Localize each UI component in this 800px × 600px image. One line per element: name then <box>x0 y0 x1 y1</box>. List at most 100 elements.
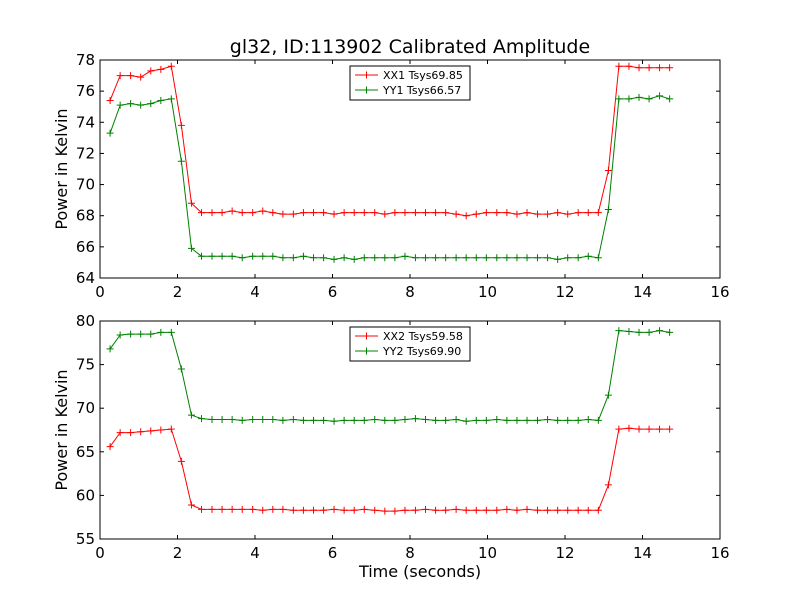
data-point <box>666 328 674 336</box>
data-point <box>564 416 572 424</box>
data-point <box>422 505 429 513</box>
data-point <box>411 209 419 217</box>
data-point <box>167 425 175 433</box>
data-point <box>604 205 612 213</box>
data-point <box>238 254 246 262</box>
data-point <box>238 209 246 217</box>
x-tick-label: 0 <box>95 544 105 562</box>
data-point <box>157 328 165 336</box>
data-point <box>310 254 318 262</box>
y-tick-label: 55 <box>76 530 95 548</box>
x-tick-label: 14 <box>633 544 652 562</box>
data-point <box>544 210 552 218</box>
data-point <box>228 252 236 260</box>
y-tick-label: 68 <box>76 207 95 225</box>
data-point <box>635 425 643 433</box>
data-point <box>533 506 541 514</box>
data-point <box>432 209 440 217</box>
data-point <box>462 254 470 262</box>
data-point <box>218 416 226 424</box>
data-point <box>198 252 206 260</box>
data-point <box>493 416 501 424</box>
data-point <box>432 416 440 424</box>
data-point <box>320 506 328 514</box>
data-point <box>666 95 674 103</box>
data-point <box>564 254 572 262</box>
x-tick-label: 12 <box>555 544 574 562</box>
data-point <box>299 506 307 514</box>
data-point <box>625 327 633 335</box>
data-point <box>554 506 562 514</box>
data-point <box>320 416 328 424</box>
data-point <box>584 209 592 217</box>
data-point <box>340 416 348 424</box>
data-point <box>137 330 145 338</box>
data-point <box>656 92 664 100</box>
data-point <box>137 101 145 109</box>
data-point <box>564 210 572 218</box>
data-point <box>544 416 552 424</box>
data-point <box>330 505 338 513</box>
legend-box <box>349 326 471 362</box>
data-point <box>116 331 124 339</box>
data-point <box>360 505 368 513</box>
data-point <box>503 416 511 424</box>
data-point <box>249 252 257 260</box>
data-point <box>656 327 664 335</box>
data-point <box>574 209 582 217</box>
y-tick-label: 64 <box>76 269 95 287</box>
legend-entry: YY2 Tsys69.90 <box>382 345 461 358</box>
data-point <box>218 252 226 260</box>
data-point <box>645 95 653 103</box>
data-point <box>381 210 389 218</box>
data-point <box>432 506 440 514</box>
data-point <box>299 416 307 424</box>
data-point <box>350 506 358 514</box>
x-tick-label: 4 <box>250 544 260 562</box>
data-point <box>310 209 318 217</box>
data-point <box>259 416 267 424</box>
data-point <box>381 416 389 424</box>
data-point <box>594 209 602 217</box>
data-point <box>371 254 379 262</box>
data-point <box>401 506 409 514</box>
data-point <box>106 96 114 104</box>
data-point <box>299 252 307 260</box>
data-point <box>554 416 562 424</box>
data-point <box>340 254 348 262</box>
data-point <box>645 64 653 72</box>
data-point <box>106 443 114 451</box>
data-point <box>503 505 511 513</box>
data-point <box>310 506 318 514</box>
y-axis-label: Power in Kelvin <box>52 108 71 229</box>
data-point <box>218 209 226 217</box>
data-point <box>493 254 501 262</box>
data-point <box>604 391 612 399</box>
data-point <box>167 328 175 336</box>
data-point <box>127 429 135 437</box>
data-point <box>238 505 246 513</box>
data-point <box>645 328 653 336</box>
data-point <box>371 416 379 424</box>
data-point <box>604 167 612 175</box>
y-tick-label: 70 <box>76 399 95 417</box>
series-line-0 <box>109 427 670 512</box>
data-point <box>523 209 531 217</box>
data-point <box>137 428 145 436</box>
data-point <box>625 62 633 70</box>
data-point <box>208 416 216 424</box>
data-point <box>177 121 185 129</box>
x-tick-label: 16 <box>710 283 729 301</box>
data-point <box>574 254 582 262</box>
y-tick-label: 78 <box>76 51 95 69</box>
data-point <box>320 254 328 262</box>
data-point <box>503 254 511 262</box>
data-point <box>513 210 521 218</box>
x-tick-label: 2 <box>173 544 183 562</box>
data-point <box>340 209 348 217</box>
data-point <box>503 209 511 217</box>
legend-entry: XX2 Tsys59.58 <box>383 330 463 343</box>
data-point <box>656 64 664 72</box>
data-point <box>452 416 460 424</box>
